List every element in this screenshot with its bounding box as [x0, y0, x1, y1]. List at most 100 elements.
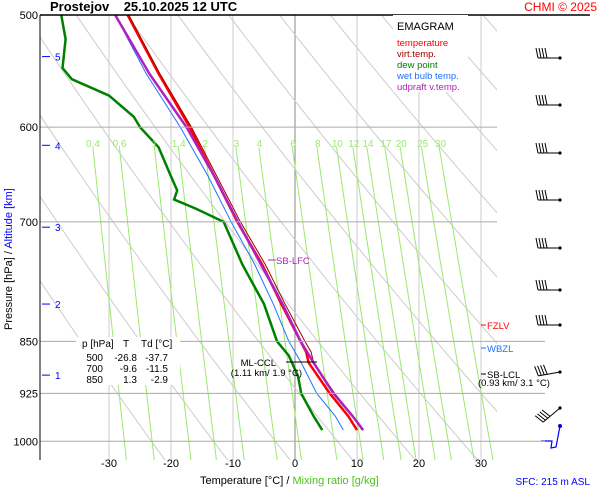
station-name: Prostejov: [50, 0, 110, 14]
sb-lcl-label: SB-LCL: [487, 370, 520, 381]
sb-lfc-label: SB-LFC: [276, 256, 310, 267]
dry-adiabat: [228, 15, 497, 344]
mixing-ratio-line: [153, 147, 192, 460]
x-tick-label: -10: [225, 458, 241, 470]
table-cell: -2.9: [151, 375, 169, 386]
mixing-ratio-label: 25: [417, 139, 429, 150]
table-cell: 850: [86, 375, 103, 386]
mixing-ratio-line: [352, 147, 402, 460]
copyright: CHMI © 2025: [524, 0, 597, 14]
dry-adiabat: [126, 15, 479, 460]
dry-adiabat: [40, 36, 354, 460]
wind-barb: [535, 237, 562, 250]
wind-barb: [535, 189, 562, 202]
x-tick-label: 30: [475, 458, 487, 470]
legend-item: virt.temp.: [397, 49, 436, 60]
mixing-ratio-label: 10: [332, 139, 344, 150]
chart-header: Prostejov 25.10.2025 12 UTC: [50, 0, 237, 14]
dry-adiabat: [177, 15, 497, 413]
surface-elevation: SFC: 215 m ASL: [516, 477, 591, 488]
ml-ccl-label: ML-CCL: [241, 358, 276, 369]
x-tick-label: -20: [163, 458, 179, 470]
mixing-ratio-label: 4: [257, 139, 263, 150]
series-wet-bulb-temp-: [114, 15, 344, 431]
table-cell: 1.3: [123, 375, 137, 386]
legend-item: temperature: [397, 38, 448, 49]
table-cell: -26.8: [114, 353, 137, 364]
mixing-ratio-label: 6: [290, 139, 296, 150]
datetime: 25.10.2025 12 UTC: [123, 0, 238, 14]
dry-adiabat: [482, 15, 497, 32]
mixing-ratio-line: [420, 147, 475, 460]
mixing-ratio-line: [366, 147, 417, 460]
mixing-ratio-label: 17: [380, 139, 392, 150]
y-tick-label: 500: [20, 10, 38, 22]
x-tick-label: 0: [292, 458, 298, 470]
y-tick-label: 925: [20, 388, 38, 400]
table-cell: 700: [86, 364, 103, 375]
table-cell: -9.6: [120, 364, 138, 375]
mixing-ratio-line: [177, 147, 217, 460]
legend-item: dew point: [397, 60, 438, 71]
mixing-ratio-label: 20: [396, 139, 408, 150]
mixing-ratio-line: [438, 147, 494, 460]
mixing-ratio-label: 1: [152, 139, 158, 150]
wind-barb: [534, 406, 562, 423]
legend-item: udpraft v.temp.: [397, 82, 460, 93]
dry-adiabat: [330, 15, 497, 214]
altitude-tick-label: 4: [55, 141, 61, 152]
table-header: T: [123, 339, 129, 350]
legend-box: [393, 15, 468, 92]
mixing-ratio-label: 0.4: [86, 139, 100, 150]
mixing-ratio-line: [204, 147, 245, 460]
y-tick-label: 700: [20, 217, 38, 229]
mixing-ratio-line: [336, 147, 385, 460]
table-cell: -37.7: [145, 353, 168, 364]
dry-adiabat: [279, 15, 497, 278]
mixing-ratio-line: [235, 147, 278, 460]
x-axis-label: Temperature [°C]: [200, 475, 283, 487]
mixing-ratio-line: [399, 147, 452, 460]
mixing-ratio-label: 14: [362, 139, 374, 150]
wind-barb: [535, 314, 562, 327]
mixing-ratio-line: [118, 147, 155, 460]
table-box: [76, 337, 180, 385]
altitude-tick-label: 5: [55, 53, 61, 64]
dry-adiabat: [40, 114, 291, 460]
mixing-ratio-label: 2: [202, 139, 208, 150]
dry-adiabat: [380, 15, 497, 152]
dry-adiabat: [534, 15, 600, 465]
wind-barb: [535, 142, 562, 155]
altitude-tick-label: 3: [55, 223, 61, 234]
x-tick-label: 20: [413, 458, 425, 470]
series-udpraft-v-temp-: [114, 15, 365, 431]
table-header: Td [°C]: [141, 339, 172, 350]
mixing-ratio-line: [384, 147, 436, 460]
altitude-tick-label: 1: [55, 371, 61, 382]
legend-title: EMAGRAM: [397, 21, 454, 33]
table-cell: -11.5: [146, 364, 168, 375]
ml-ccl-value: (1.11 km/ 1.9 °C): [231, 368, 302, 379]
fzlv-label: FZLV: [487, 321, 510, 332]
wbzl-label: WBZL: [487, 344, 513, 355]
mixing-ratio-label: 12: [348, 139, 360, 150]
wind-barb: [535, 94, 562, 107]
surface-wind-barb: [541, 425, 561, 449]
x-axis-title: Temperature [°C] / Mixing ratio [g/kg]: [200, 475, 379, 487]
altitude-tick-label: 2: [55, 300, 61, 311]
table-cell: 500: [86, 353, 103, 364]
dry-adiabat: [40, 195, 229, 460]
wind-barb: [534, 364, 562, 377]
dry-adiabat: [585, 15, 600, 465]
y-tick-label: 850: [20, 336, 38, 348]
dry-adiabat: [40, 279, 166, 460]
wind-barb: [535, 279, 562, 292]
mixing-ratio-line: [92, 147, 127, 460]
mixing-ratio-line: [291, 147, 338, 460]
y-tick-label: 1000: [14, 436, 38, 448]
legend-item: wet bulb temp.: [396, 71, 459, 82]
wind-barb: [535, 47, 562, 60]
mixing-ratio-label: 1.4: [172, 139, 186, 150]
